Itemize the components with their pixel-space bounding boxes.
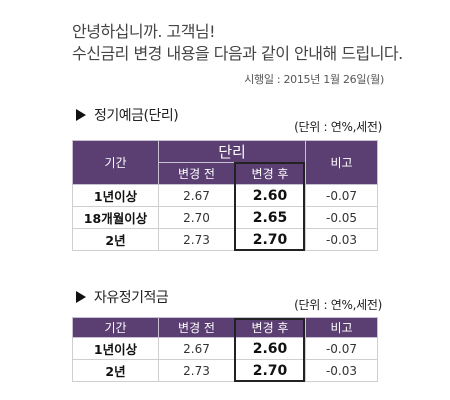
before-rate-cell: 2.73 (158, 228, 235, 251)
table-row: 1년이상 2.67 2.60 -0.07 (72, 337, 378, 360)
section-title-savings: 자유정기적금 (76, 287, 169, 307)
header-note: 비고 (305, 140, 379, 185)
section-title-savings-label: 자유정기적금 (94, 290, 169, 306)
deposit-rate-table: 기간 단리 비고 변경 전 변경 후 1년이상 2.67 2.60 -0.07 … (72, 140, 379, 251)
period-cell: 2년 (72, 228, 159, 251)
header-note: 비고 (305, 317, 378, 338)
header-after: 변경 후 (234, 317, 306, 338)
period-cell: 18개월이상 (72, 206, 159, 229)
diff-cell: -0.07 (305, 337, 378, 360)
before-rate-cell: 2.70 (158, 206, 235, 229)
period-cell: 1년이상 (72, 337, 159, 360)
table-row: 2년 2.73 2.70 -0.03 (72, 359, 378, 382)
table-row: 1년이상 2.67 2.60 -0.07 (72, 184, 379, 207)
period-cell: 2년 (72, 359, 159, 382)
section-title-deposit-label: 정기예금(단리) (94, 108, 179, 124)
after-rate-cell: 2.70 (233, 228, 307, 251)
period-cell: 1년이상 (72, 184, 159, 207)
header-simple-interest: 단리 (157, 140, 307, 163)
savings-rate-table: 기간 변경 전 변경 후 비고 1년이상 2.67 2.60 -0.07 2년 … (72, 317, 378, 382)
header-before: 변경 전 (158, 162, 235, 185)
header-after: 변경 후 (233, 162, 307, 185)
diff-cell: -0.03 (305, 359, 378, 382)
effective-date: 시행일 : 2015년 1월 26일(월) (244, 73, 384, 86)
header-period: 기간 (72, 317, 159, 338)
after-rate-cell: 2.70 (234, 359, 306, 382)
before-rate-cell: 2.73 (158, 359, 235, 382)
unit-label-savings: (단위 : 연%,세전) (294, 298, 382, 312)
after-rate-cell: 2.60 (233, 184, 307, 207)
triangle-bullet-icon (76, 109, 86, 121)
unit-label-deposit: (단위 : 연%,세전) (294, 120, 382, 134)
header-period: 기간 (72, 140, 159, 185)
header-before: 변경 전 (158, 317, 235, 338)
before-rate-cell: 2.67 (158, 337, 235, 360)
before-rate-cell: 2.67 (158, 184, 235, 207)
table-row: 18개월이상 2.70 2.65 -0.05 (72, 206, 379, 229)
triangle-bullet-icon (76, 291, 86, 303)
section-title-deposit: 정기예금(단리) (76, 105, 179, 125)
after-rate-cell: 2.60 (234, 337, 306, 360)
greeting-line-1: 안녕하십니까. 고객님! (72, 22, 216, 41)
diff-cell: -0.05 (305, 206, 379, 229)
table-row: 2년 2.73 2.70 -0.03 (72, 228, 379, 251)
after-rate-cell: 2.65 (233, 206, 307, 229)
diff-cell: -0.03 (305, 228, 379, 251)
greeting-line-2: 수신금리 변경 내용을 다음과 같이 안내해 드립니다. (72, 44, 403, 63)
diff-cell: -0.07 (305, 184, 379, 207)
